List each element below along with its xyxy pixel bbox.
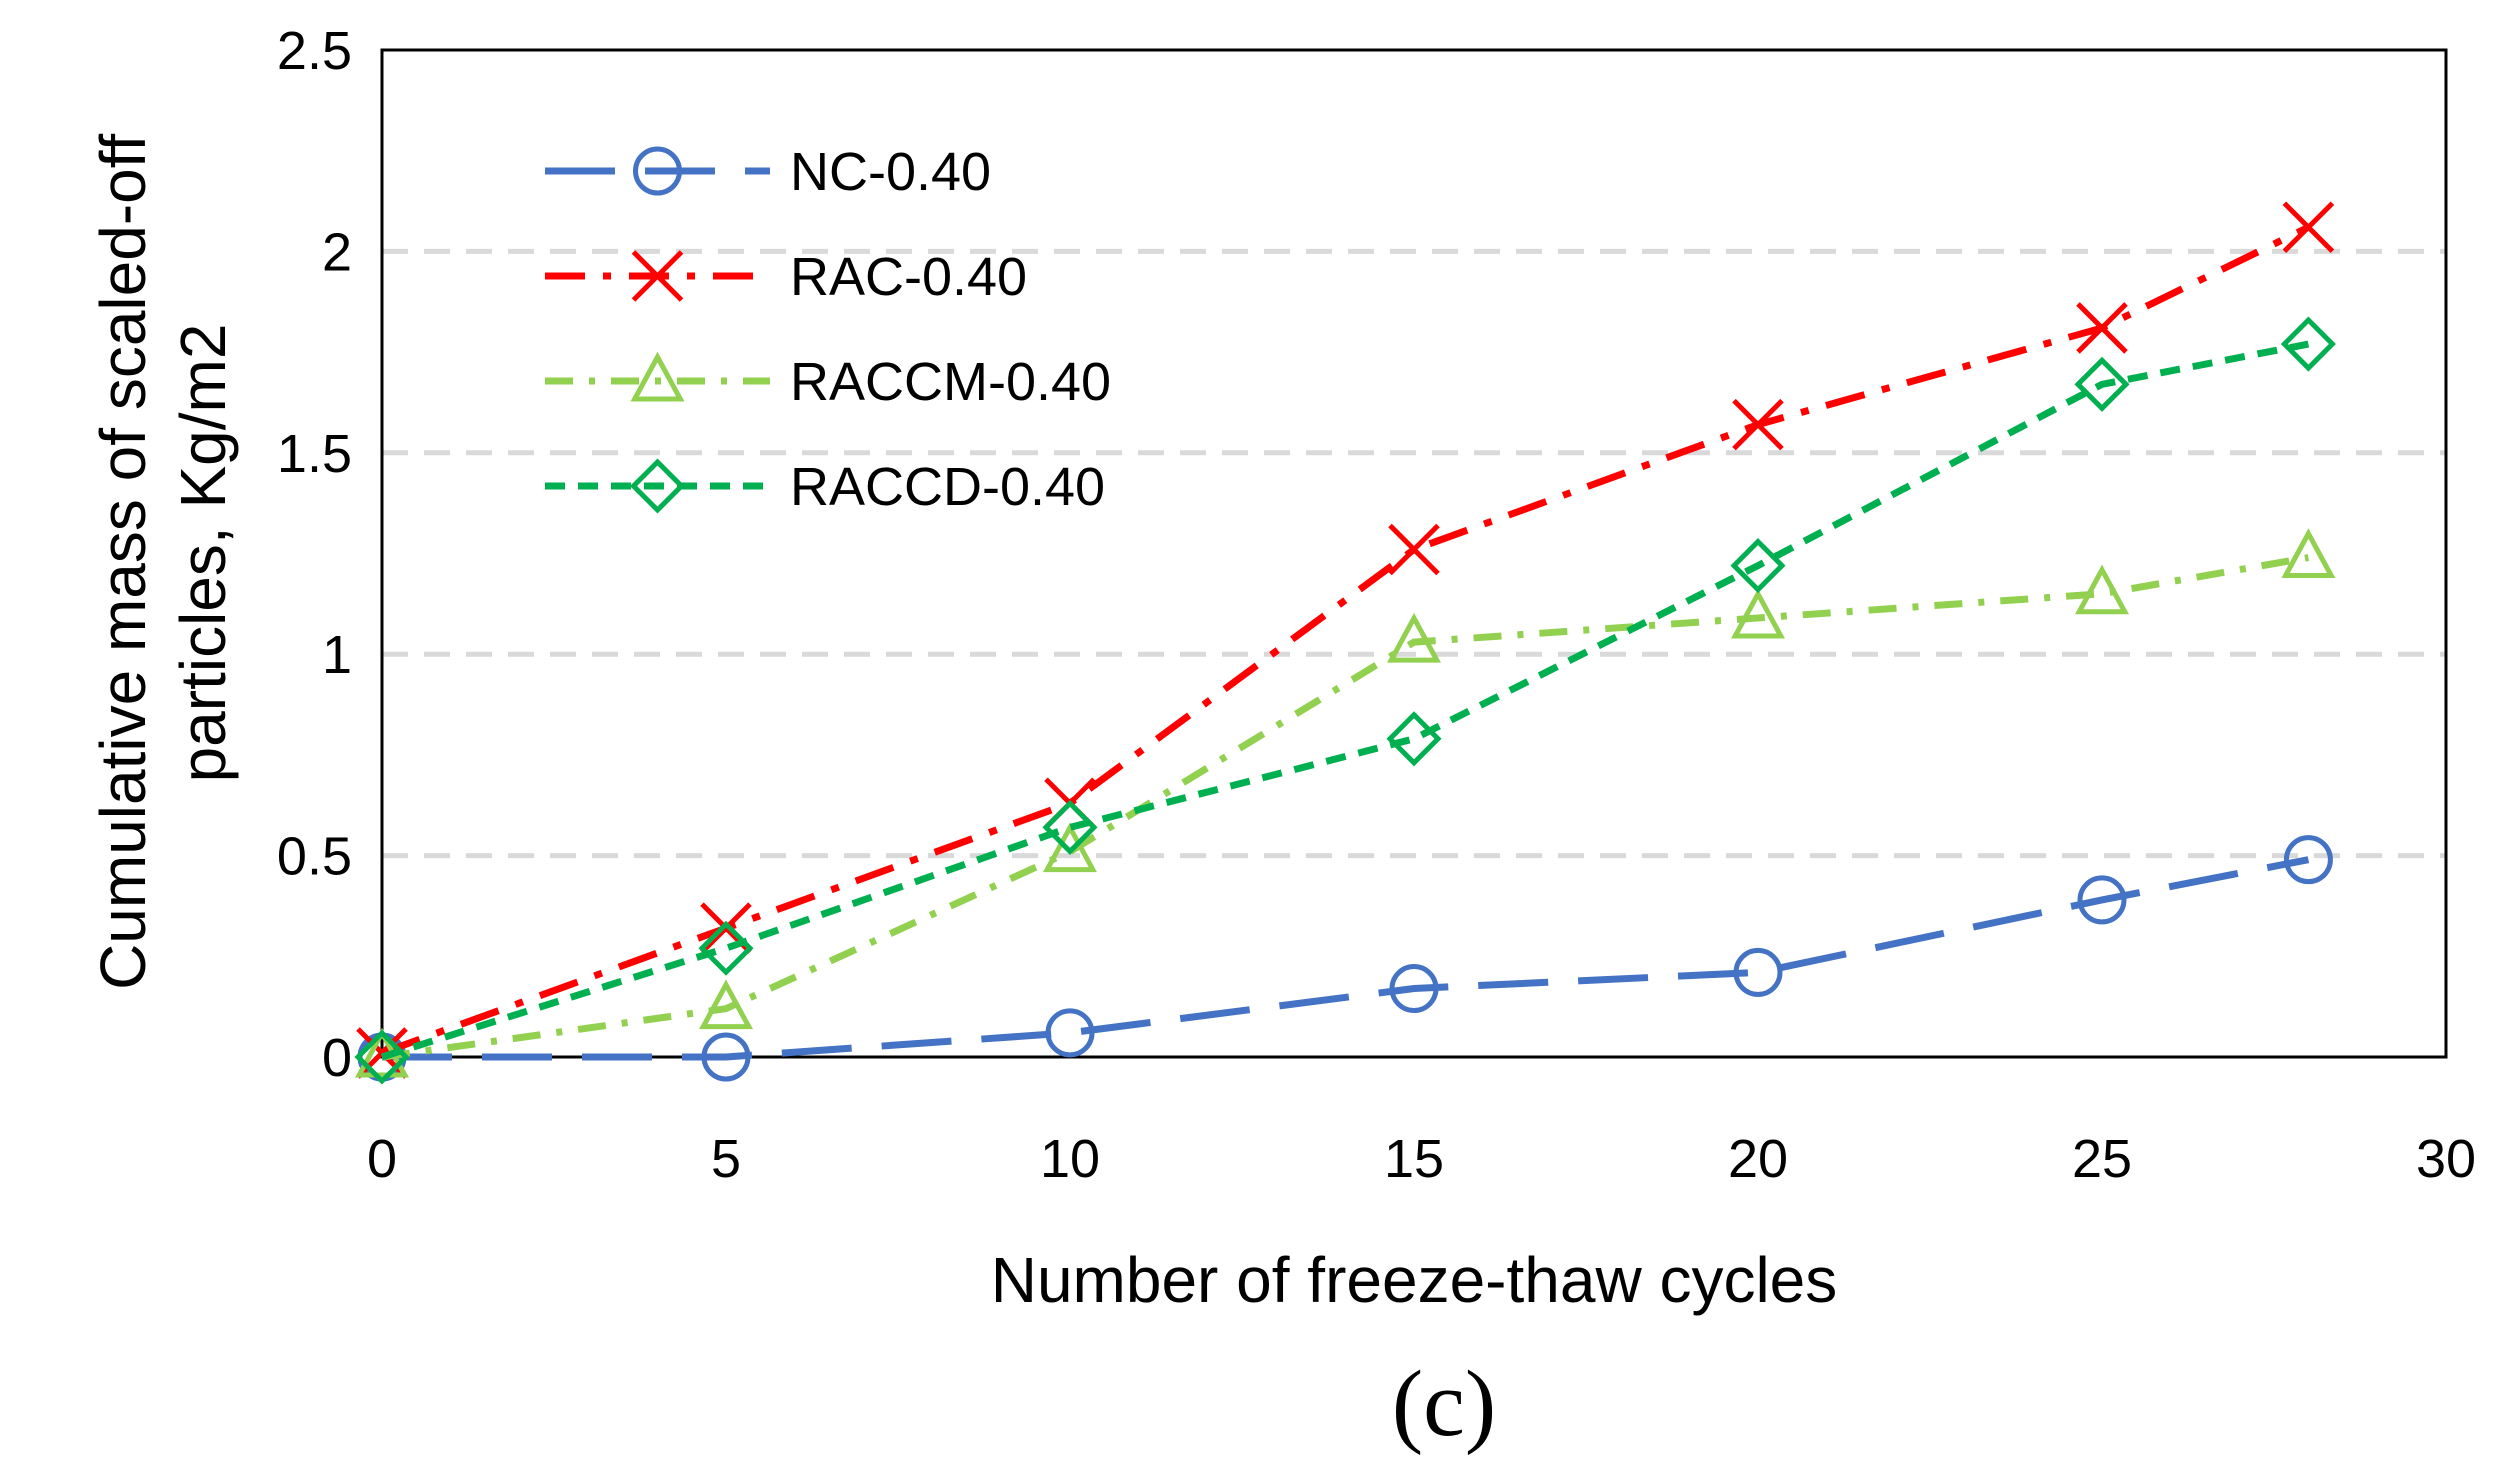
series-line — [381, 554, 2310, 1061]
series-line — [380, 340, 2310, 1061]
series-RACCD-0.40 — [354, 316, 2336, 1085]
data-point-marker — [1045, 1008, 1095, 1058]
legend-entry: NC-0.40 — [545, 142, 991, 202]
data-point-marker — [698, 979, 754, 1030]
legend-entry: RACCM-0.40 — [545, 351, 1111, 412]
legend-label: RACCD-0.40 — [790, 457, 1105, 517]
data-point-marker — [2074, 356, 2130, 412]
y-axis-label: Cumulative mass of scaled-off particles,… — [87, 116, 239, 990]
y-axis-label-line-2: particles, Kg/m2 — [167, 324, 239, 783]
data-point-marker — [1042, 822, 1098, 873]
series-NC-0.40 — [357, 835, 2333, 1082]
plot-area-border — [380, 48, 2448, 1059]
y-tick-label: 2 — [322, 222, 352, 282]
legend-swatch-marker — [630, 351, 685, 402]
data-point-marker — [356, 1027, 408, 1079]
data-point-marker — [1386, 612, 1442, 663]
legend-label: NC-0.40 — [790, 142, 991, 202]
data-point-marker — [2281, 528, 2336, 579]
x-tick-label: 20 — [1728, 1129, 1788, 1189]
y-tick-label: 1.5 — [277, 424, 352, 484]
data-point-marker — [1386, 711, 1442, 767]
series-line — [380, 224, 2310, 1057]
x-tick-label: 30 — [2416, 1129, 2476, 1189]
y-axis-label-line-1: Cumulative mass of scaled-off — [87, 134, 159, 990]
data-point-marker — [2076, 302, 2128, 354]
x-tick-label: 25 — [2072, 1129, 2132, 1189]
panel-label: (c) — [1392, 1352, 1496, 1456]
data-point-marker — [1730, 538, 1786, 594]
x-tick-label: 15 — [1384, 1129, 1444, 1189]
legend-label: RAC-0.40 — [790, 247, 1027, 307]
y-tick-labels: 0 0.5 1 1.5 2 2.5 — [277, 21, 352, 1088]
data-point-marker — [354, 1029, 410, 1085]
legend-swatch-marker — [629, 458, 686, 514]
x-tick-label: 10 — [1040, 1129, 1100, 1189]
data-point-marker — [1389, 964, 1439, 1014]
data-point-marker — [1042, 799, 1098, 855]
data-point-marker — [2074, 564, 2130, 615]
y-tick-label: 1 — [322, 625, 352, 685]
x-tick-label: 0 — [367, 1129, 397, 1189]
data-point-marker — [701, 1032, 751, 1082]
series-layer — [354, 201, 2336, 1085]
legend-entry: RAC-0.40 — [545, 247, 1027, 307]
grid-lines — [382, 248, 2446, 859]
data-point-marker — [1388, 523, 1440, 576]
y-tick-label: 2.5 — [277, 21, 352, 81]
series-RAC-0.40 — [356, 201, 2335, 1079]
data-point-marker — [1732, 398, 1784, 451]
data-point-marker — [2280, 316, 2336, 372]
series-RACCM-0.40 — [354, 528, 2336, 1078]
x-tick-labels: 0 5 10 15 20 25 30 — [367, 1129, 2476, 1189]
data-point-marker — [2283, 835, 2333, 885]
legend-swatch-marker — [631, 250, 684, 302]
y-tick-label: 0 — [322, 1028, 352, 1088]
data-point-marker — [1730, 588, 1786, 639]
legend-label: RACCM-0.40 — [790, 352, 1111, 412]
x-axis-label: Number of freeze-thaw cycles — [991, 1244, 1838, 1316]
legend-entry: RACCD-0.40 — [545, 457, 1105, 517]
legend: NC-0.40 RAC-0.40 RACCM-0.40 RACCD-0.40 — [545, 142, 1111, 517]
y-tick-label: 0.5 — [277, 827, 352, 887]
series-line — [382, 856, 2310, 1061]
x-tick-label: 5 — [711, 1129, 741, 1189]
data-point-marker — [698, 920, 754, 976]
data-point-marker — [1733, 947, 1783, 997]
data-point-marker — [2077, 875, 2127, 925]
legend-swatch-marker — [633, 146, 682, 196]
data-point-marker — [2282, 201, 2335, 253]
